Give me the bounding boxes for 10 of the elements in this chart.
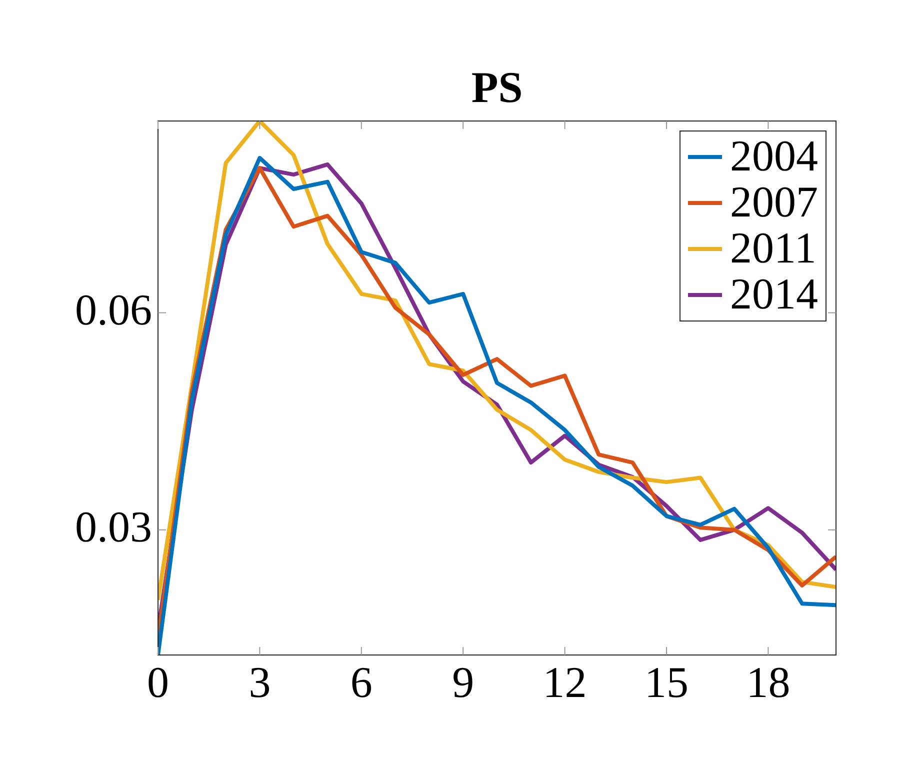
x-tick-label: 9 bbox=[452, 658, 474, 707]
y-tick-label: 0.06 bbox=[75, 285, 152, 334]
x-tick-label: 0 bbox=[147, 658, 169, 707]
x-tick-label: 18 bbox=[746, 658, 790, 707]
x-tick-label: 6 bbox=[350, 658, 372, 707]
x-tick-label: 12 bbox=[542, 658, 587, 707]
x-tick-label: 3 bbox=[248, 658, 271, 707]
x-tick-label: 15 bbox=[644, 658, 688, 707]
y-tick-label: 0.03 bbox=[75, 502, 152, 552]
chart-title: PS bbox=[471, 63, 523, 112]
